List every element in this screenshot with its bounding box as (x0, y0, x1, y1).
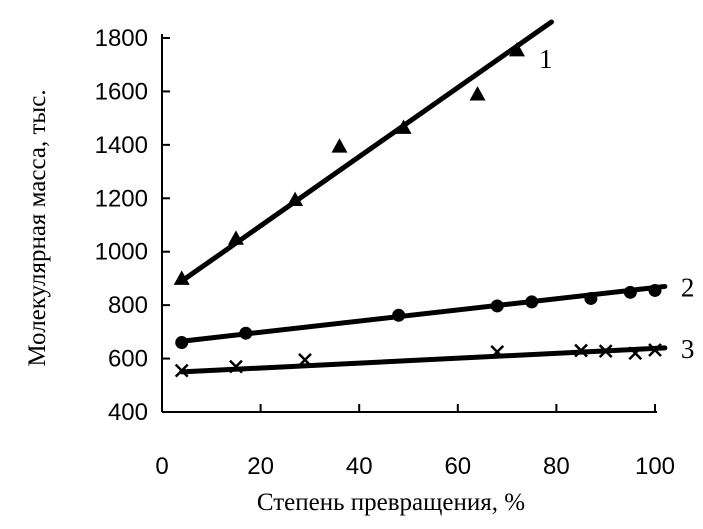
circle-marker (584, 291, 598, 305)
circle-marker (648, 283, 662, 297)
y-tick-label: 1000 (95, 239, 148, 266)
cross-stroke (628, 346, 643, 361)
cross-marker (628, 346, 643, 361)
x-tick-label: 100 (635, 453, 675, 480)
series-labels: 1 2 3 (539, 44, 694, 364)
triangle-marker (395, 119, 412, 134)
circle-marker (623, 285, 637, 299)
x-tick-label: 80 (543, 453, 570, 480)
y-tick-label: 1400 (95, 132, 148, 159)
circle-marker (525, 295, 539, 309)
cross-stroke (648, 343, 662, 357)
cross-stroke (574, 343, 588, 358)
x-tick-label: 0 (155, 453, 168, 480)
triangle-marker (331, 138, 348, 153)
trend-lines (179, 19, 668, 375)
cross-marker (490, 345, 505, 359)
y-tick-label: 1600 (95, 78, 148, 105)
cross-marker (574, 343, 588, 358)
cross-marker (229, 359, 243, 374)
axes (161, 34, 657, 413)
trend-line-series-2 (179, 283, 668, 344)
cross-marker (648, 343, 662, 357)
x-axis-label: Степень превращения, % (257, 489, 525, 516)
x-tick-label: 40 (346, 453, 373, 480)
triangle-marker (173, 270, 190, 285)
y-tick-label: 1800 (95, 25, 148, 52)
triangle-marker (287, 191, 304, 207)
series-label-1: 1 (539, 44, 553, 74)
triangle-marker (469, 86, 486, 101)
y-tick-label: 400 (108, 399, 148, 426)
cross-marker (598, 344, 613, 358)
cross-stroke (298, 353, 312, 367)
circle-marker (175, 336, 189, 350)
y-axis-label: Молекулярная масса, тыс. (24, 89, 51, 366)
series-label-3: 3 (681, 334, 695, 364)
triangle-marker (227, 230, 244, 245)
x-tick-label: 60 (444, 453, 471, 480)
cross-marker (298, 353, 312, 367)
cross-stroke (229, 359, 243, 374)
cross-stroke (490, 345, 505, 359)
cross-stroke (598, 344, 613, 358)
circle-marker (392, 308, 406, 322)
y-tick-label: 1200 (95, 185, 148, 212)
trend-line-series-3 (179, 345, 668, 375)
cross-stroke (174, 363, 189, 378)
x-tick-label: 20 (247, 453, 274, 480)
triangle-marker (508, 42, 525, 57)
y-tick-label: 600 (108, 346, 148, 373)
trend-line-series-1 (179, 19, 554, 284)
cross-marker (174, 363, 189, 378)
y-tick-label: 800 (108, 292, 148, 319)
circle-marker (490, 299, 504, 313)
ticks: 400 600 800 1000 1200 1400 1600 1800 0 20 40 60 80 10… (95, 25, 675, 480)
series-label-2: 2 (681, 272, 695, 302)
circle-marker (239, 326, 253, 340)
data-points (173, 42, 662, 378)
